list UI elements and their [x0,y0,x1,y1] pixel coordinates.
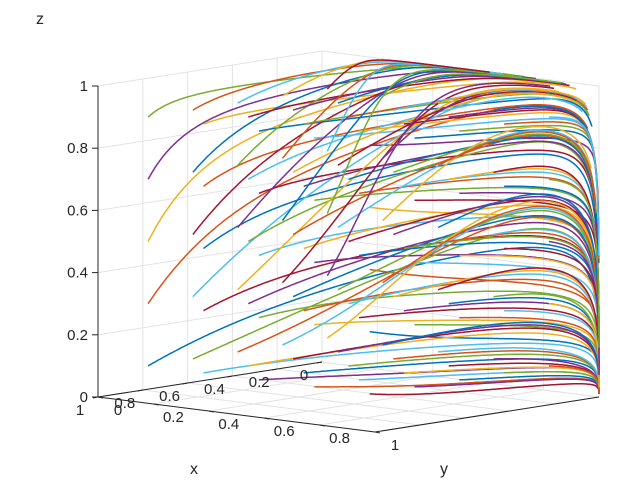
trajectory-line [237,87,560,291]
x-tick-mark [272,368,278,371]
trajectory-line [303,278,600,373]
x-tick-label: 0.2 [249,374,270,391]
trajectory-line [258,97,593,132]
trajectory-line [548,178,600,348]
x-tick-mark [182,382,188,385]
trajectory-line [437,88,586,105]
grid-line [319,389,544,426]
y-tick-label: 0.8 [329,430,350,447]
y-axis-line [374,396,600,433]
x-tick-mark [316,361,323,364]
y-axis-label: y [440,461,448,478]
grid-line [97,50,323,87]
trajectory-line [326,68,522,214]
grid-line [97,112,323,149]
trajectory-line [281,84,555,284]
trajectory-line [382,73,562,97]
trajectory-line [414,378,600,394]
y-tick-label: 0.6 [274,423,295,440]
z-tick-label: 0.8 [67,140,88,157]
y-tick-label: 0.4 [218,416,239,433]
y-tick-label: 0 [114,402,122,419]
x-tick-label: 1 [76,402,84,419]
z-tick-label: 0.2 [67,327,88,344]
y-tick-mark [264,417,270,420]
x-tick-label: 0.4 [204,381,225,398]
x-axis-label: x [190,461,198,478]
grid-line [264,382,489,419]
tick-labels: 00.20.40.60.81 0 0.2 0.4 0.6 0.8 100.20.40.60.… [67,78,399,454]
x-tick-label: 0.8 [114,395,135,412]
y-tick-label: 0.2 [163,409,184,426]
y-tick-mark [208,410,214,413]
z-tick-label: 0.4 [67,265,88,282]
x-axis-line [97,361,323,398]
grid-line [187,382,465,419]
grid-line [153,368,378,405]
axis-layer [92,85,600,434]
y-tick-mark [97,396,104,399]
trajectory-line [203,153,598,250]
trajectory-line [326,200,598,339]
trajectory-line [247,221,600,332]
z-tick-label: 0 [80,389,88,406]
z-axis-label: z [36,11,44,28]
y-tick-label: 1 [391,437,399,454]
z-tick-label: 1 [80,78,88,95]
y-tick-mark [374,431,381,434]
trajectory-line [326,59,490,90]
trajectory-line [548,116,600,256]
grid-line [208,375,433,412]
trajectory-line [437,131,597,207]
trajectory-line [326,82,551,277]
z-tick-label: 0.6 [67,202,88,219]
y-axis-line [97,396,376,433]
x-tick-mark [227,375,233,378]
x-tick-label: 0.6 [159,388,180,405]
grid-line [97,299,323,336]
trajectory-series [147,59,600,396]
x-tick-mark [137,389,143,392]
y-tick-mark [153,403,159,406]
x-tick-label: 0 [300,367,308,384]
trajectory-line [203,104,589,187]
trajectory-line [382,125,592,222]
grid-line [142,389,420,426]
grid-line [97,174,323,211]
y-tick-mark [319,424,325,427]
trajectory-line [548,365,600,394]
trajectory-line [247,96,583,180]
